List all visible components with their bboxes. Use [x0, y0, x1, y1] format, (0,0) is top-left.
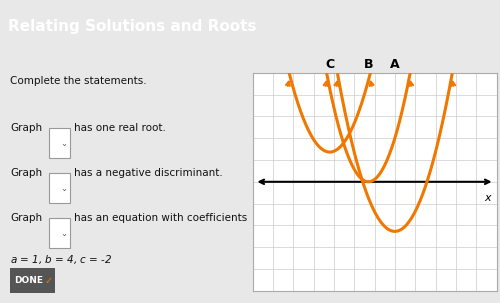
Text: Relating Solutions and Roots: Relating Solutions and Roots — [8, 19, 256, 34]
Text: ⌄: ⌄ — [60, 184, 67, 192]
Text: C: C — [325, 58, 334, 71]
Text: Graph: Graph — [10, 213, 42, 223]
Text: DONE: DONE — [14, 276, 43, 285]
Text: has a negative discriminant.: has a negative discriminant. — [74, 168, 223, 178]
Text: ✓: ✓ — [44, 275, 52, 285]
Text: A: A — [390, 58, 400, 71]
FancyBboxPatch shape — [49, 218, 70, 248]
Text: B: B — [364, 58, 373, 71]
Text: $x$: $x$ — [484, 193, 494, 203]
Text: Graph: Graph — [10, 123, 42, 133]
Text: Graph: Graph — [10, 168, 42, 178]
Text: ⌄: ⌄ — [60, 228, 67, 238]
Text: ⌄: ⌄ — [60, 138, 67, 148]
FancyBboxPatch shape — [49, 173, 70, 203]
FancyBboxPatch shape — [49, 128, 70, 158]
Text: has an equation with coefficients: has an equation with coefficients — [74, 213, 247, 223]
Text: Complete the statements.: Complete the statements. — [10, 75, 146, 85]
Text: has one real root.: has one real root. — [74, 123, 166, 133]
FancyBboxPatch shape — [10, 268, 55, 293]
Text: $a$ = 1, $b$ = 4, $c$ = -2: $a$ = 1, $b$ = 4, $c$ = -2 — [10, 253, 113, 266]
